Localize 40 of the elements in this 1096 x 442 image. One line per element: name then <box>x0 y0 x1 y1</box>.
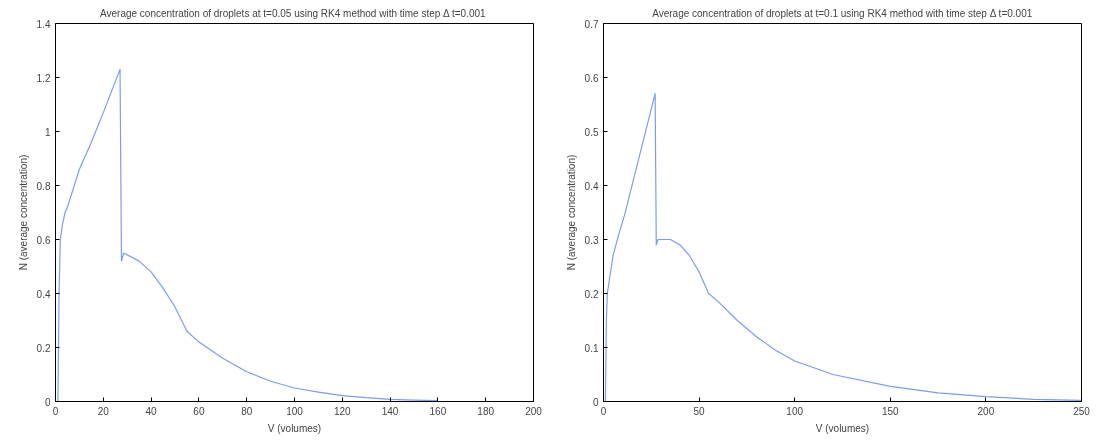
y-tick-label: 1 <box>44 126 51 138</box>
x-tick-label: 150 <box>881 405 900 417</box>
y-tick-label: 0.8 <box>36 180 51 192</box>
x-tick-label: 200 <box>977 405 995 417</box>
x-tick-label: 180 <box>477 405 495 417</box>
x-tick-label: 20 <box>97 405 110 417</box>
x-tick-label: 250 <box>1073 405 1091 417</box>
y-tick-label: 0.7 <box>584 18 599 30</box>
x-tick-label: 100 <box>286 405 304 417</box>
x-tick-label: 40 <box>145 405 158 417</box>
chart-title: Average concentration of droplets at t=0.1 using RK4 method with time step Δ t=0.001 <box>652 7 1033 19</box>
y-tick-label: 1.2 <box>36 72 51 84</box>
x-tick-label: 80 <box>241 405 253 417</box>
x-tick-label: 100 <box>786 405 804 417</box>
y-tick-label: 0.2 <box>584 288 599 300</box>
y-tick-label: 0.5 <box>584 126 599 138</box>
chart-title: Average concentration of droplets at t=0.05 using RK4 method with time step Δ t=0.001 <box>100 7 487 19</box>
x-tick-label: 60 <box>193 405 205 417</box>
x-tick-label: 0 <box>600 405 607 417</box>
y-tick-label: 0.6 <box>584 72 599 84</box>
x-tick-label: 0 <box>52 405 59 417</box>
y-tick-label: 0.4 <box>584 180 599 192</box>
y-tick-label: 0 <box>592 396 599 408</box>
y-tick-label: 0.2 <box>36 342 51 354</box>
line-series <box>57 68 439 402</box>
y-tick-label: 0.6 <box>36 234 51 246</box>
y-tick-label: 0.4 <box>36 288 51 300</box>
y-axis-title: N (average concentration) <box>565 154 577 271</box>
x-tick-label: 160 <box>429 405 447 417</box>
x-tick-label: 120 <box>333 405 352 417</box>
x-tick-label: 140 <box>381 405 399 417</box>
y-axis-title: N (average concentration) <box>17 154 29 271</box>
x-axis-title: V (volumes) <box>815 422 870 434</box>
y-tick-label: 0 <box>44 396 51 408</box>
y-tick-label: 1.4 <box>36 18 51 30</box>
x-tick-label: 50 <box>693 405 706 417</box>
x-axis-title: V (volumes) <box>267 422 322 434</box>
y-tick-label: 0.3 <box>584 234 599 246</box>
x-tick-label: 200 <box>525 405 543 417</box>
y-tick-label: 0.1 <box>584 342 599 354</box>
